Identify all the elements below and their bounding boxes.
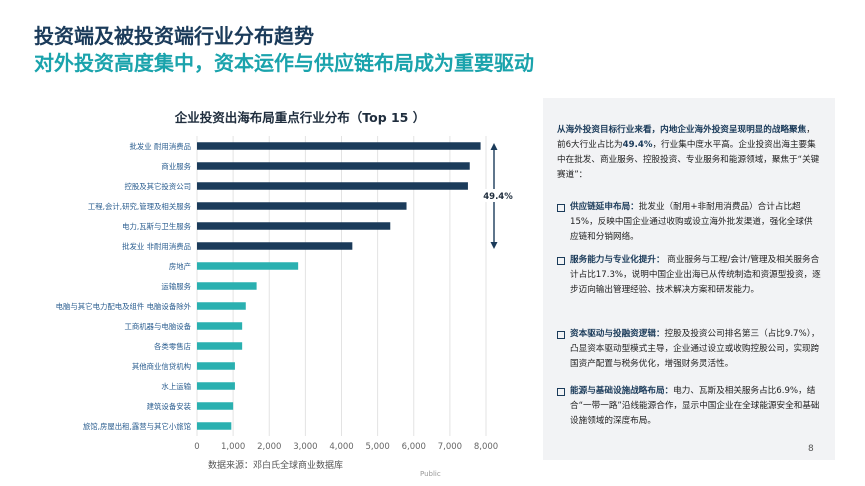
insight-item: 服务能力与专业化提升： 商业服务与工程/会计/管理及相关服务合计占比17.3%，… [557,253,821,298]
category-label: 水上运输 [161,382,191,391]
category-label: 电力,瓦斯与卫生服务 [122,222,191,231]
insight-panel: 从海外投资目标行业来看，内地企业海外投资呈现明显的战略聚焦，前6大行业占比为49… [543,98,835,460]
insight-item-head: 服务能力与专业化提升： [570,255,665,265]
square-bullet-icon [557,388,565,396]
x-tick-label: 4,000 [329,442,353,452]
square-bullet-icon [557,257,565,265]
category-label: 工商机器与电脑设备 [124,322,191,331]
bar-chart: 0 1,000 2,000 3,000 4,000 5,000 6,000 7,000 8,00… [56,136,513,452]
page-subtitle: 对外投资高度集中，资本运作与供应链布局成为重要驱动 [34,51,534,75]
annotation-label: 49.4% [483,192,513,202]
insight-item: 供应链延申布局：批发业（耐用+非耐用消费品）合计占比超 15%，反映中国企业通过… [557,200,821,245]
category-label: 旅馆,房屋出租,露营与其它小旅馆 [83,422,191,431]
x-tick-label: 8,000 [474,442,498,452]
category-label: 电脑与其它电力配电及组件 电脑设备除外 [56,302,192,311]
page-title: 投资端及被投资端行业分布趋势 [34,24,314,48]
chart-title: 企业投资出海布局重点行业分布（Top 15 ） [174,110,426,125]
insight-item: 能源与基础设施战略布局：电力、瓦斯及相关服务占比6.9%，结合“一带一路”沿线能… [557,384,821,429]
bar [197,382,235,390]
arrow-down-icon [490,242,498,249]
category-label: 运输服务 [161,282,191,291]
x-tick-label: 6,000 [402,442,426,452]
insight-item-body: 批发业（耐用+非耐用消费品）合计占比超 15%，反映中国企业通过收购或设立海外批… [570,202,813,242]
category-label: 商业服务 [161,162,191,171]
bar [197,262,299,270]
bar [197,182,468,190]
intro-percent: 49.4% [622,140,653,150]
square-bullet-icon [557,331,565,339]
bar [197,322,243,330]
category-label: 其他商业信贷机构 [132,362,191,371]
category-label: 房地产 [169,262,191,271]
category-label: 控股及其它投资公司 [124,182,191,191]
annotation-bg [481,189,507,202]
intro-rest: ，行业集中度水平高。企业投资出海主要集中在批发、商业服务、控股投资、专业服务和能… [557,140,820,180]
x-tick-label: 7,000 [438,442,462,452]
bar [197,302,246,310]
insight-item-body: 商业服务与工程/会计/管理及相关服务合计占比17.3%，说明中国企业出海已从传统… [570,255,821,295]
category-label: 批发业 耐用消费品 [130,142,191,151]
bar [197,142,481,150]
arrow-up-icon [490,143,498,150]
bar [197,222,391,230]
insight-item-body: 控股及投资公司排名第三（占比9.7%），凸显资本驱动型模式主导，企业通过设立或收… [570,329,820,369]
page-number: 8 [808,444,814,454]
bar [197,342,243,350]
intro-highlight: 从海外投资目标行业来看，内地企业海外投资呈现明显的战略聚焦 [557,125,807,135]
bar [197,422,232,430]
insight-item-body: 电力、瓦斯及相关服务占比6.9%，结合“一带一路”沿线能源合作，显示中国企业在全… [570,386,820,426]
category-label: 批发业 非耐用消费品 [122,242,191,251]
category-label: 各类零售店 [154,342,191,351]
square-bullet-icon [557,204,565,212]
classification-label: Public [420,470,441,478]
bar [197,402,234,410]
x-tick-label: 1,000 [221,442,245,452]
insight-item-head: 供应链延申布局： [570,202,639,212]
panel-intro: 从海外投资目标行业来看，内地企业海外投资呈现明显的战略聚焦，前6大行业占比为49… [557,123,821,183]
insight-item-head: 能源与基础设施战略布局： [570,386,674,396]
x-tick-label: 0 [194,442,199,452]
bar [197,162,470,170]
intro-mid: ，前6大行业占比为 [557,125,815,150]
data-source: 数据来源：邓白氏全球商业数据库 [208,461,344,471]
bar [197,242,353,250]
category-label: 建筑设备安装 [147,402,192,411]
insight-item-head: 资本驱动与投融资逻辑： [570,329,665,339]
bar [197,362,235,370]
bar [197,282,257,290]
bar [197,202,407,210]
x-tick-label: 5,000 [365,442,389,452]
x-tick-label: 3,000 [293,442,317,452]
category-label: 工程,会计,研究,管理及相关服务 [88,202,192,211]
insight-item: 资本驱动与投融资逻辑：控股及投资公司排名第三（占比9.7%），凸显资本驱动型模式… [557,327,821,372]
x-tick-label: 2,000 [257,442,281,452]
